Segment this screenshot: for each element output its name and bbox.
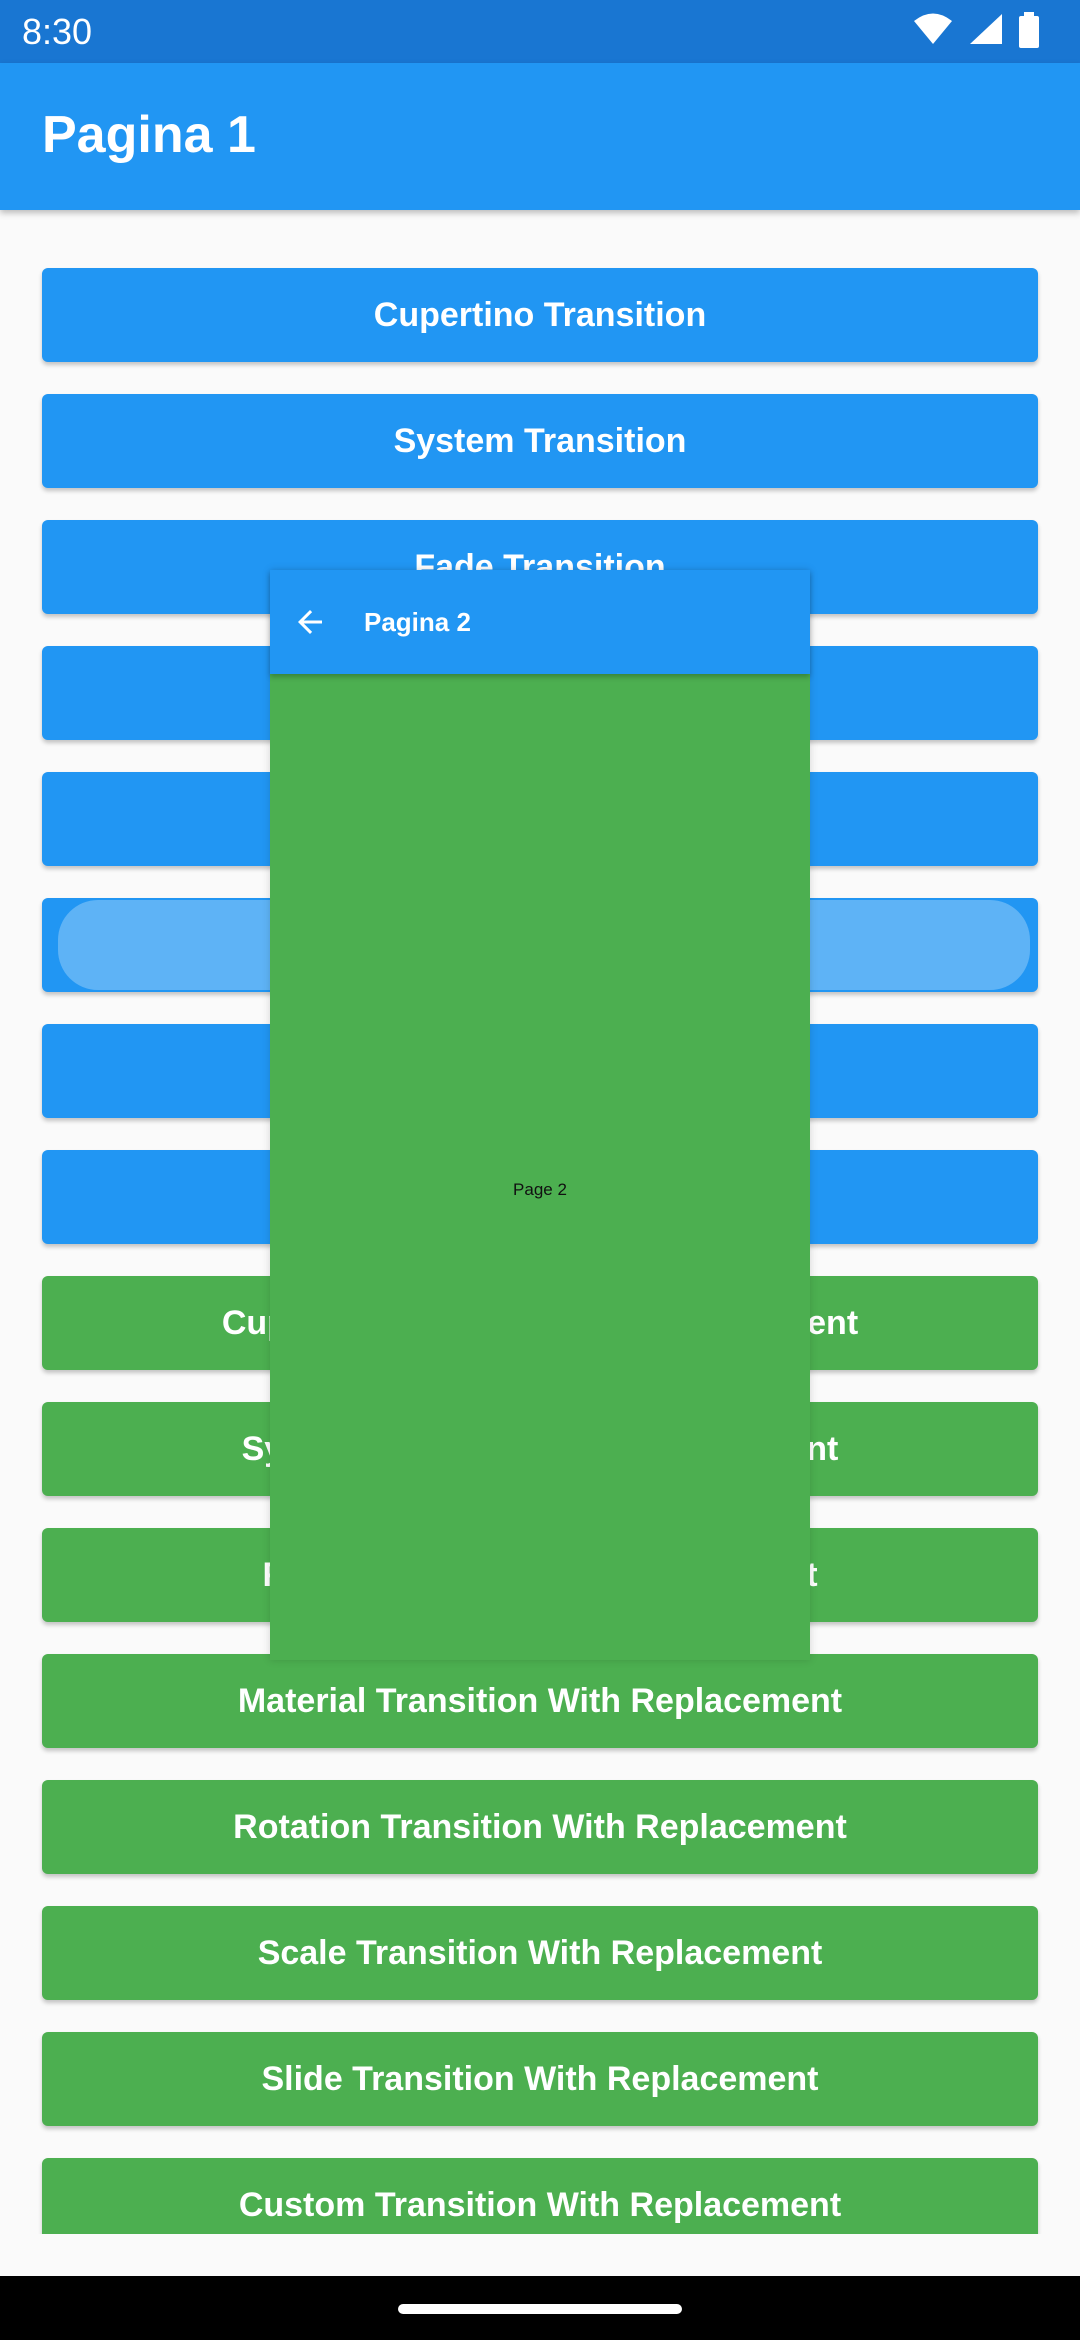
status-bar: 8:30 (0, 0, 1080, 63)
home-gesture-handle[interactable] (398, 2304, 682, 2314)
custom-replacement-button[interactable]: Custom Transition With Replacement (42, 2158, 1038, 2234)
page-2-title: Pagina 2 (364, 607, 471, 637)
page-2-body-text: Page 2 (513, 1180, 567, 1199)
status-icons (903, 12, 1040, 50)
button-label: Custom Transition With Replacement (238, 2186, 842, 2224)
material-replacement-button[interactable]: Material Transition With Replacement (42, 1654, 1038, 1748)
system-transition-button[interactable]: System Transition (42, 394, 1038, 488)
signal-icon (969, 14, 1002, 44)
button-label: Cupertino Transition (373, 296, 707, 334)
slide-replacement-button[interactable]: Slide Transition With Replacement (42, 2032, 1038, 2126)
button-label: Scale Transition With Replacement (257, 1934, 823, 1972)
arrow-left-icon[interactable] (292, 604, 328, 640)
status-time: 8:30 (22, 11, 93, 52)
page-2-overlay[interactable]: Pagina 2 Page 2 (270, 570, 810, 1660)
app-bar: Pagina 1 (0, 63, 1080, 210)
cupertino-transition-button[interactable]: Cupertino Transition (42, 268, 1038, 362)
battery-icon (1019, 12, 1039, 48)
navigation-bar (0, 2276, 1080, 2340)
rotation-replacement-button[interactable]: Rotation Transition With Replacement (42, 1780, 1038, 1874)
button-label: Rotation Transition With Replacement (233, 1808, 847, 1846)
button-label: Material Transition With Replacement (237, 1682, 843, 1720)
page-title: Pagina 1 (42, 106, 256, 164)
button-label: Slide Transition With Replacement (261, 2060, 819, 2098)
scale-replacement-button[interactable]: Scale Transition With Replacement (42, 1906, 1038, 2000)
wifi-icon (914, 13, 953, 44)
button-label: System Transition (393, 422, 687, 460)
page-2-app-bar: Pagina 2 (270, 570, 810, 674)
